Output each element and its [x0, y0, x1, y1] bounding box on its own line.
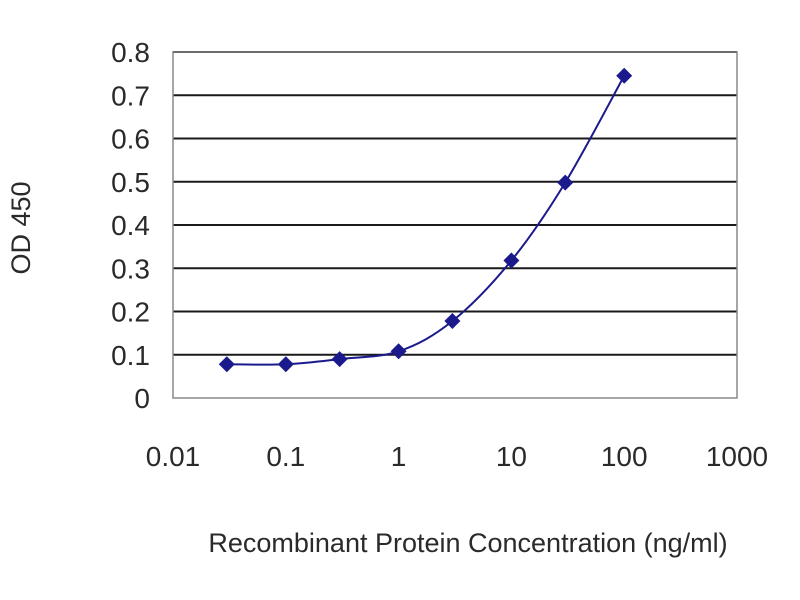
x-tick-label: 1000 — [706, 441, 768, 472]
y-tick-label: 0.7 — [111, 80, 150, 111]
y-tick-label: 0.4 — [111, 210, 150, 241]
x-tick-label: 1 — [391, 441, 407, 472]
y-tick-label: 0 — [134, 383, 150, 414]
data-point-marker — [444, 313, 461, 330]
x-axis-title: Recombinant Protein Concentration (ng/ml… — [208, 528, 727, 558]
y-tick-label: 0.6 — [111, 124, 150, 155]
y-tick-label: 0.5 — [111, 167, 150, 198]
x-axis-tick-labels: 0.01 0.1 1 10 100 1000 — [146, 441, 768, 472]
data-point-marker — [331, 351, 348, 368]
data-point-marker — [503, 252, 520, 269]
y-axis-tick-labels: 0 0.1 0.2 0.3 0.4 0.5 0.6 0.7 0.8 — [111, 37, 150, 414]
y-tick-label: 0.1 — [111, 340, 150, 371]
x-tick-label: 0.01 — [146, 441, 201, 472]
data-point-marker — [390, 343, 407, 360]
data-point-marker — [277, 356, 294, 373]
grid-lines — [173, 51, 737, 356]
x-tick-label: 10 — [496, 441, 527, 472]
data-point-marker — [616, 67, 633, 84]
y-tick-label: 0.3 — [111, 253, 150, 284]
y-tick-label: 0.2 — [111, 297, 150, 328]
plot-area-frame — [172, 51, 738, 399]
x-tick-label: 100 — [601, 441, 648, 472]
x-tick-label: 0.1 — [266, 441, 305, 472]
y-tick-label: 0.8 — [111, 37, 150, 68]
data-point-marker — [218, 356, 235, 373]
series-layer — [218, 67, 633, 373]
data-point-marker — [557, 174, 574, 191]
y-axis-title: OD 450 — [6, 181, 36, 274]
series-line — [226, 75, 626, 366]
